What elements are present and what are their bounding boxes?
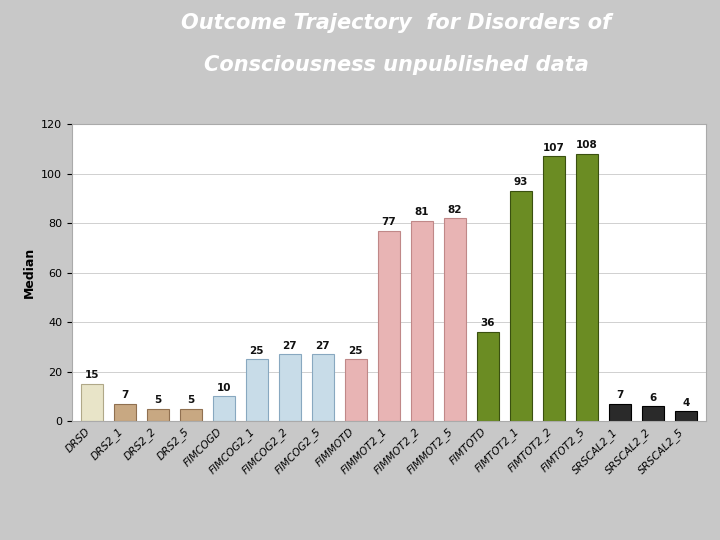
Bar xyxy=(213,396,235,421)
Text: 15: 15 xyxy=(84,370,99,380)
Bar xyxy=(345,359,366,421)
Text: 7: 7 xyxy=(121,390,128,400)
Text: 25: 25 xyxy=(348,346,363,356)
Text: 77: 77 xyxy=(382,217,396,227)
Bar xyxy=(147,409,168,421)
Text: 82: 82 xyxy=(448,205,462,214)
Bar xyxy=(411,221,433,421)
Text: Consciousness unpublished data: Consciousness unpublished data xyxy=(204,55,588,75)
Bar xyxy=(444,218,466,421)
Bar xyxy=(246,359,268,421)
Bar xyxy=(180,409,202,421)
Text: 7: 7 xyxy=(616,390,624,400)
Text: 107: 107 xyxy=(543,143,564,153)
Text: Outcome Trajectory  for Disorders of: Outcome Trajectory for Disorders of xyxy=(181,14,611,33)
Bar xyxy=(543,157,564,421)
Bar xyxy=(114,404,135,421)
Bar xyxy=(675,411,696,421)
Bar xyxy=(312,354,333,421)
Y-axis label: Median: Median xyxy=(22,247,35,298)
Text: 10: 10 xyxy=(217,383,231,393)
Text: 81: 81 xyxy=(415,207,429,217)
Text: 4: 4 xyxy=(682,397,690,408)
Bar xyxy=(642,406,664,421)
Text: 25: 25 xyxy=(250,346,264,356)
Text: 36: 36 xyxy=(480,319,495,328)
Bar xyxy=(477,332,498,421)
Bar xyxy=(81,384,102,421)
Text: 6: 6 xyxy=(649,393,657,403)
Text: 5: 5 xyxy=(187,395,194,405)
Bar xyxy=(609,404,631,421)
Bar xyxy=(576,154,598,421)
Text: 27: 27 xyxy=(282,341,297,350)
Text: 108: 108 xyxy=(576,140,598,150)
Text: 5: 5 xyxy=(154,395,161,405)
Bar xyxy=(279,354,300,421)
Bar xyxy=(378,231,400,421)
Text: 27: 27 xyxy=(315,341,330,350)
Text: 93: 93 xyxy=(513,177,528,187)
Bar xyxy=(510,191,531,421)
